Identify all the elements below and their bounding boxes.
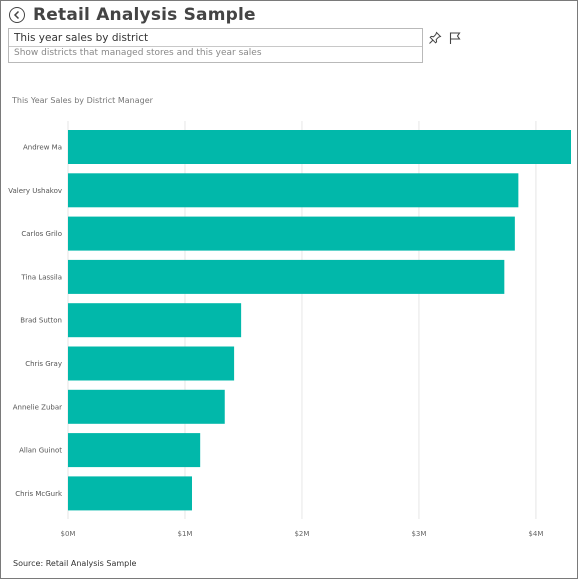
bar-chart: $0M $1M $2M $3M $4M Andrew Ma Valery Ushakov Ca…: [8, 121, 571, 538]
back-button[interactable]: [9, 7, 25, 23]
bar[interactable]: [68, 476, 192, 511]
bar[interactable]: [68, 433, 201, 468]
category-label: Tina Lassila: [20, 273, 62, 281]
header: Retail Analysis Sample: [9, 4, 256, 26]
source-text: Source: Retail Analysis Sample: [13, 559, 137, 568]
x-tick-label: $3M: [411, 530, 426, 538]
category-label: Chris McGurk: [15, 490, 63, 498]
category-label: Allan Guinot: [19, 447, 62, 455]
page-title: Retail Analysis Sample: [33, 5, 256, 25]
bar[interactable]: [68, 259, 505, 294]
qa-suggestion[interactable]: Show districts that managed stores and t…: [14, 48, 262, 58]
x-tick-label: $0M: [61, 530, 76, 538]
chart-title: This Year Sales by District Manager: [12, 96, 153, 105]
bar[interactable]: [68, 173, 519, 208]
bar[interactable]: [68, 303, 242, 338]
bar[interactable]: [68, 216, 515, 251]
category-label: Valery Ushakov: [8, 187, 62, 195]
x-tick-label: $2M: [294, 530, 309, 538]
x-tick-label: $4M: [528, 530, 543, 538]
back-arrow-icon: [13, 10, 20, 20]
category-label: Carlos Grilo: [21, 230, 62, 238]
category-label: Chris Gray: [25, 360, 62, 368]
qa-box: Show districts that managed stores and t…: [8, 28, 423, 63]
bar[interactable]: [68, 346, 235, 381]
bar[interactable]: [68, 389, 225, 424]
qa-question-input[interactable]: [9, 29, 422, 47]
category-label: Brad Sutton: [20, 317, 62, 325]
pin-icon[interactable]: [428, 31, 442, 45]
x-tick-label: $1M: [178, 530, 193, 538]
bar[interactable]: [68, 130, 571, 164]
category-label: Annelie Zubar: [13, 403, 62, 411]
category-label: Andrew Ma: [23, 144, 62, 152]
flag-icon[interactable]: [448, 31, 462, 45]
